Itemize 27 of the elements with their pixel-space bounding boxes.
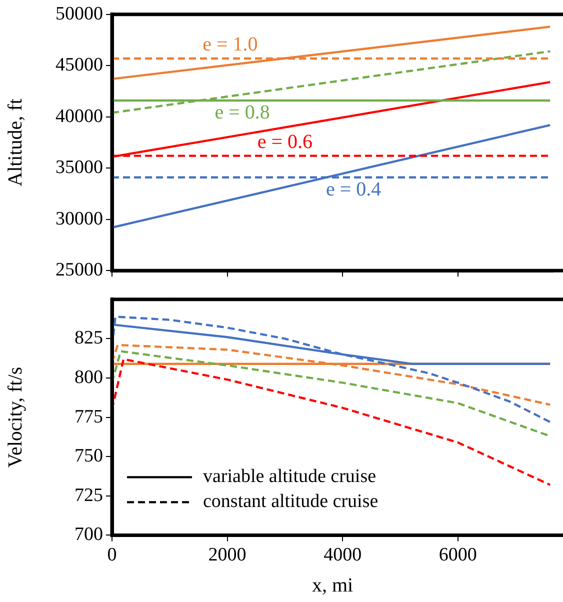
- x-tick-label: 6000: [438, 544, 477, 566]
- annotation: e = 0.8: [214, 102, 270, 124]
- y-tick-label: 45000: [56, 54, 103, 76]
- y-tick-label: 30000: [56, 208, 103, 230]
- line-series: [112, 316, 552, 424]
- x-tick-label: 0: [107, 544, 117, 566]
- y-tick-label: 725: [74, 484, 103, 506]
- y-tick-label: 40000: [56, 106, 103, 127]
- legend-label: variable altitude cruise: [203, 466, 376, 488]
- annotation: e = 0.6: [257, 131, 313, 154]
- y-tick-label: 800: [74, 366, 103, 388]
- y-tick-label: 825: [74, 328, 103, 349]
- y-tick-label: 700: [74, 524, 103, 546]
- annotation: e = 0.4: [326, 178, 382, 201]
- annotation: e = 1.0: [202, 34, 258, 56]
- x-axis-title: x, mi: [312, 574, 354, 596]
- y-tick-label: 750: [74, 446, 103, 467]
- y-tick-label: 775: [74, 406, 103, 428]
- line-series: [112, 358, 552, 486]
- y-tick-label: 35000: [56, 157, 103, 178]
- y-axis-title: Altitude, ft: [4, 98, 26, 186]
- y-tick-label: 50000: [56, 3, 103, 24]
- y-axis-title: Velocity, ft/s: [4, 366, 26, 468]
- y-tick-label: 25000: [56, 260, 103, 281]
- legend-label: constant altitude cruise: [203, 491, 378, 512]
- x-tick-label: 4000: [324, 544, 362, 566]
- x-tick-label: 2000: [208, 544, 246, 566]
